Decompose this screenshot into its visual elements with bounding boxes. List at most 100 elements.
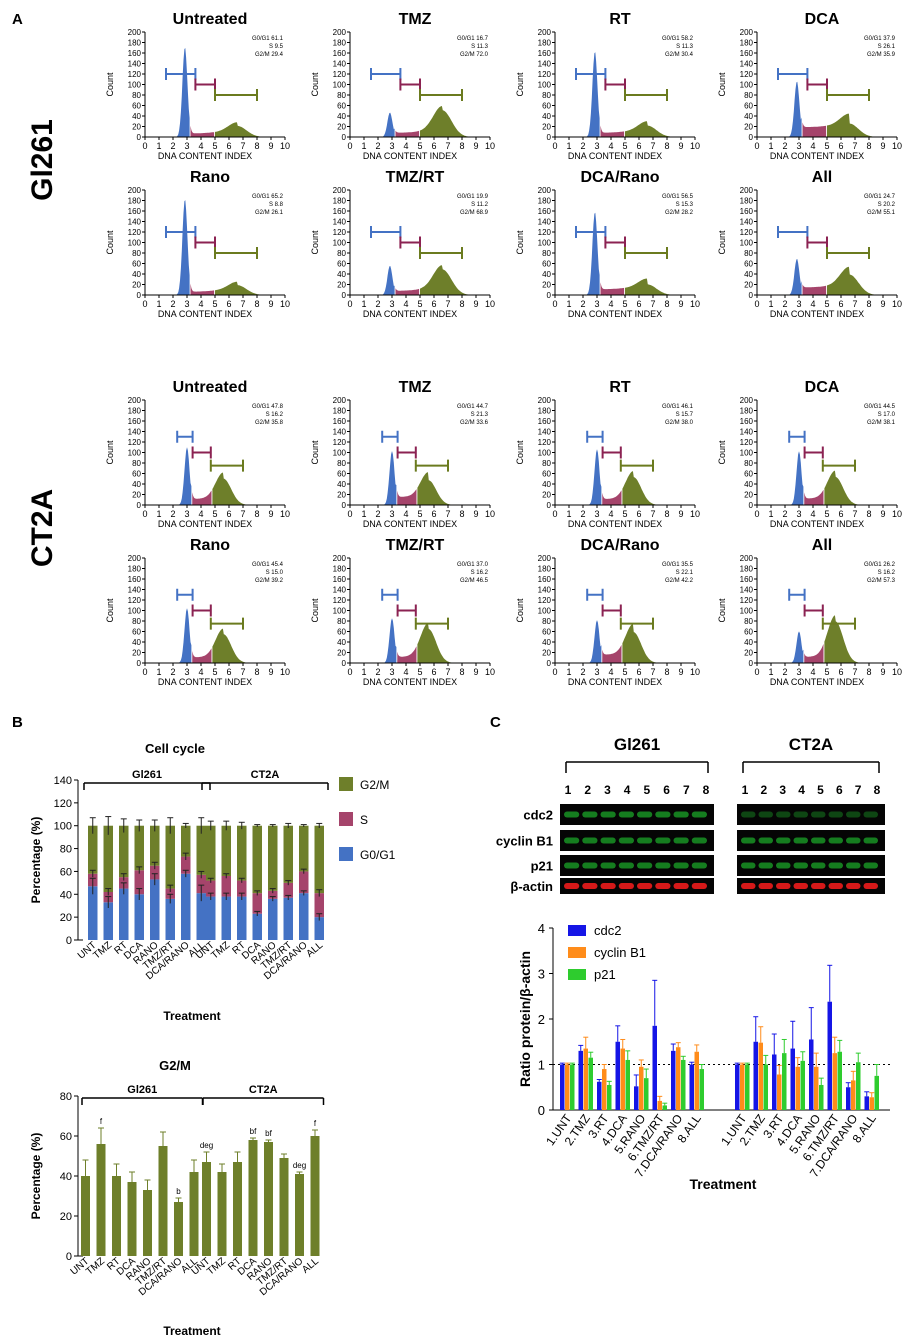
y-tick-label: 120 (54, 798, 72, 810)
x-tick-label: 4 (810, 299, 815, 309)
lane-number: 4 (798, 783, 805, 797)
y-tick-label: 160 (333, 417, 347, 426)
x-tick-label: 5 (824, 509, 829, 519)
protein-label: cyclin B1 (496, 834, 553, 849)
y-tick-label: 0 (137, 501, 142, 510)
y-tick-label: 140 (538, 60, 552, 69)
y-tick-label: 160 (333, 49, 347, 58)
y-tick-label: 80 (542, 249, 551, 258)
flow-panel-title: RT (609, 379, 631, 396)
gate-statistic: G2/M 38.1 (867, 420, 896, 426)
y-tick-label: 200 (128, 186, 142, 195)
blot-band (863, 883, 878, 889)
x-tick-label: 8 (664, 141, 669, 151)
blot-band (618, 811, 634, 818)
x-tick-label: 7 (445, 299, 450, 309)
blot-band (637, 837, 653, 844)
x-tick-label: 5 (622, 141, 627, 151)
y-tick-label: 0 (547, 291, 552, 300)
y-tick-label: 120 (333, 438, 347, 447)
x-tick-label: 0 (552, 667, 557, 677)
g2m-histogram (625, 121, 674, 137)
g2m-bar (279, 1158, 289, 1256)
x-tick-label: 4 (403, 667, 408, 677)
x-tick-label: 5 (212, 299, 217, 309)
s-bar (206, 880, 216, 897)
p21-bar (644, 1078, 649, 1110)
x-tick-label: 2 (170, 667, 175, 677)
blot-band (600, 837, 616, 844)
cyclin-B1-bar (676, 1047, 681, 1110)
s-phase-histogram (190, 283, 215, 295)
g2m-bar (189, 1172, 199, 1256)
x-tick-label: 2 (782, 509, 787, 519)
s-phase-histogram (397, 489, 417, 505)
cdc2-bar (753, 1041, 758, 1110)
x-axis-label: DNA CONTENT INDEX (158, 151, 252, 161)
s-bar (268, 890, 278, 899)
y-tick-label: 20 (132, 123, 141, 132)
y-tick-label: 160 (538, 49, 552, 58)
y-tick-label: 140 (333, 60, 347, 69)
blot-band (863, 862, 878, 869)
x-tick-label: 1 (361, 667, 366, 677)
y-tick-label: 20 (132, 281, 141, 290)
gate-statistic: G0/G1 37.0 (457, 562, 489, 568)
blot-band (793, 837, 808, 844)
gate-statistic: G2/M 35.8 (255, 420, 284, 426)
g2m-bar (314, 825, 324, 894)
g0g1-histogram (159, 200, 190, 295)
lane-number: 8 (703, 783, 710, 797)
y-tick-label: 60 (744, 628, 753, 637)
x-tick-label: 7 (650, 141, 655, 151)
y-tick-label: 200 (740, 186, 754, 195)
x-tick-label: 8 (459, 509, 464, 519)
significance-label: b (176, 1187, 181, 1196)
g2m-bar (237, 825, 247, 881)
y-tick-label: 100 (333, 81, 347, 90)
y-tick-label: 4 (538, 921, 545, 936)
y-tick-label: 100 (128, 449, 142, 458)
g2m-histogram (622, 623, 674, 663)
g2m-bar (310, 1136, 320, 1256)
x-tick-label: 2 (782, 299, 787, 309)
p21-bar (856, 1062, 861, 1110)
g0g1-histogram (569, 52, 600, 137)
blot-band (811, 862, 826, 869)
blot-band (863, 837, 878, 844)
legend-swatch (568, 925, 586, 936)
s-bar (314, 893, 324, 918)
blot-band (691, 837, 707, 844)
blot-band (600, 862, 616, 869)
s-bar (134, 870, 144, 895)
g0g1-bar (181, 873, 191, 940)
gate-statistic: S 11.3 (676, 44, 694, 50)
y-axis-label: Count (515, 230, 525, 255)
x-tick-label: 0 (142, 299, 147, 309)
y-tick-label: 80 (744, 91, 753, 100)
gate-statistic: S 26.1 (878, 44, 896, 50)
lane-number: 2 (584, 783, 591, 797)
g2m-histogram (215, 281, 264, 295)
cdc2-bar (809, 1039, 814, 1110)
x-tick-label: 5 (417, 141, 422, 151)
x-tick-label: 7 (240, 299, 245, 309)
x-tick-label: 0 (754, 299, 759, 309)
x-tick-label: 0 (754, 509, 759, 519)
y-tick-label: 140 (333, 428, 347, 437)
g2m-bar (252, 825, 262, 894)
x-tick-label: 5 (417, 299, 422, 309)
x-tick-label: 6 (431, 141, 436, 151)
x-tick-label: 6 (838, 667, 843, 677)
y-tick-label: 80 (337, 249, 346, 258)
y-tick-label: 140 (54, 775, 72, 787)
g2m-bar (119, 825, 129, 878)
y-tick-label: 40 (744, 112, 753, 121)
y-tick-label: 40 (337, 112, 346, 121)
